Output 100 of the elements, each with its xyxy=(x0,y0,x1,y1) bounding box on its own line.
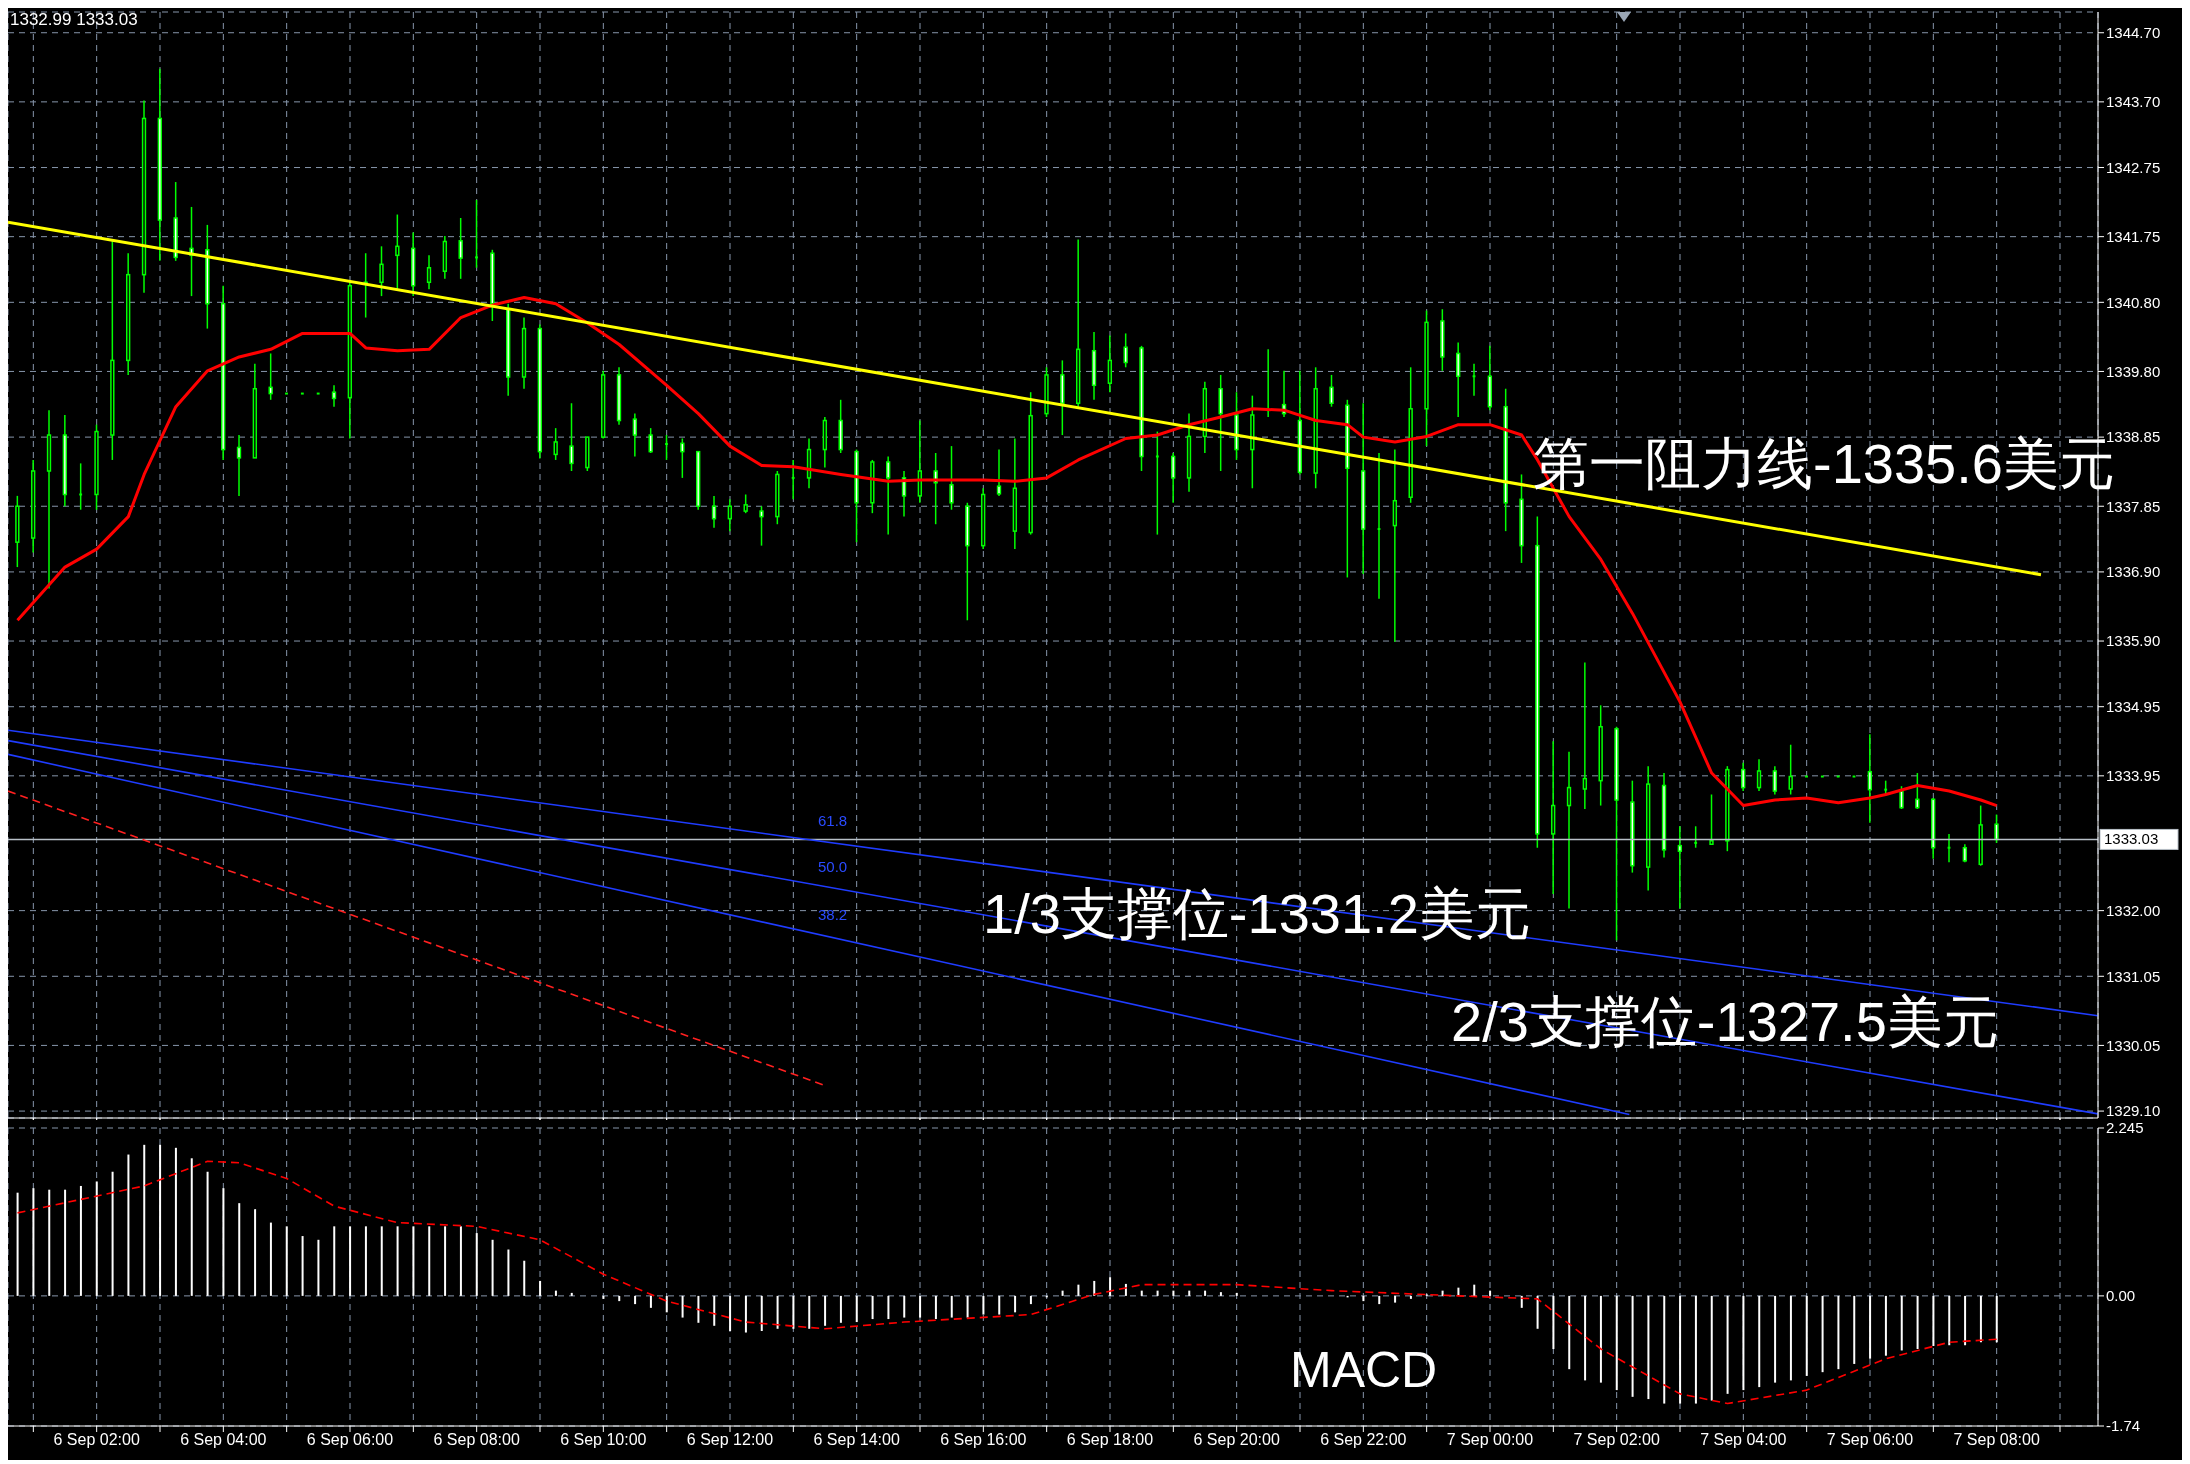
bar xyxy=(1599,1295,1602,1383)
bar xyxy=(190,1158,193,1296)
bar xyxy=(649,1295,652,1308)
bar xyxy=(364,1226,367,1296)
bar xyxy=(285,1226,288,1296)
bar xyxy=(1140,1290,1143,1296)
bar xyxy=(1979,1295,1982,1343)
bar xyxy=(1188,1290,1191,1296)
x-tick-label: 6 Sep 14:00 xyxy=(813,1431,900,1449)
candlestick xyxy=(1329,374,1334,408)
bar xyxy=(412,1226,415,1296)
x-tick-label: 6 Sep 02:00 xyxy=(53,1431,140,1449)
bar xyxy=(238,1203,241,1296)
bar xyxy=(1774,1295,1777,1383)
bar xyxy=(1378,1295,1381,1305)
bar xyxy=(333,1226,336,1296)
bar xyxy=(539,1280,542,1296)
candlestick xyxy=(268,352,273,401)
bar xyxy=(713,1295,716,1326)
candlestick xyxy=(1677,825,1683,910)
candlestick xyxy=(379,245,384,297)
bar xyxy=(32,1188,35,1296)
bar xyxy=(475,1233,478,1296)
bar xyxy=(159,1144,162,1296)
candlestick xyxy=(743,493,748,514)
y-tick-label: 1334.95 xyxy=(2106,698,2161,716)
bar xyxy=(1061,1290,1064,1296)
bar xyxy=(1235,1292,1238,1296)
y-tick-label: 1343.70 xyxy=(2106,93,2161,111)
bar xyxy=(618,1295,621,1302)
bar xyxy=(1869,1295,1872,1359)
candlestick xyxy=(474,199,479,269)
bar xyxy=(839,1295,842,1323)
x-tick-label: 6 Sep 04:00 xyxy=(180,1431,267,1449)
bar xyxy=(317,1239,320,1296)
candlestick xyxy=(236,434,242,497)
bar xyxy=(1789,1295,1792,1381)
candlestick xyxy=(1107,334,1113,393)
bar xyxy=(380,1226,383,1296)
bar xyxy=(966,1295,969,1318)
bar xyxy=(95,1181,98,1296)
bar xyxy=(1029,1295,1032,1305)
candlestick xyxy=(727,498,733,532)
x-tick-label: 6 Sep 20:00 xyxy=(1193,1431,1280,1449)
bar xyxy=(1219,1292,1222,1296)
bar xyxy=(1172,1290,1175,1296)
bar xyxy=(111,1171,114,1296)
ref-line-label: 1333.03 xyxy=(2104,830,2159,848)
candlestick xyxy=(711,495,717,529)
bar xyxy=(570,1292,573,1296)
x-tick-label: 6 Sep 06:00 xyxy=(306,1431,394,1449)
candlestick xyxy=(680,437,685,479)
bar xyxy=(1995,1295,1998,1343)
candlestick xyxy=(1994,813,1999,844)
bar xyxy=(934,1295,937,1320)
candlestick xyxy=(1915,772,1920,810)
bar xyxy=(1679,1295,1682,1404)
bar xyxy=(444,1226,447,1296)
bar xyxy=(1932,1295,1935,1346)
bar xyxy=(1884,1295,1887,1356)
bar xyxy=(1489,1290,1492,1296)
x-tick-label: 6 Sep 12:00 xyxy=(686,1431,774,1449)
bar xyxy=(1615,1295,1618,1391)
bar xyxy=(1552,1295,1555,1349)
bar xyxy=(792,1295,795,1329)
bar xyxy=(64,1189,67,1296)
candlestick xyxy=(886,455,891,536)
bar xyxy=(1758,1295,1761,1388)
y-tick-label: 0.00 xyxy=(2106,1287,2136,1305)
bar xyxy=(1156,1290,1159,1296)
bar xyxy=(776,1295,779,1329)
candlestick xyxy=(458,217,463,280)
bar xyxy=(824,1295,827,1326)
bar xyxy=(602,1295,605,1299)
bar xyxy=(269,1222,272,1296)
bar xyxy=(1964,1295,1967,1346)
candlestick xyxy=(949,445,954,511)
bar xyxy=(681,1295,684,1318)
bar xyxy=(887,1295,890,1320)
bar xyxy=(1837,1295,1840,1370)
candlestick xyxy=(1772,765,1778,796)
bar xyxy=(1853,1295,1856,1364)
annotation: 50.0 xyxy=(818,858,848,876)
candlestick xyxy=(1123,332,1128,369)
bar xyxy=(998,1295,1001,1315)
bar xyxy=(1409,1295,1412,1299)
y-tick-label: 1342.75 xyxy=(2106,158,2161,176)
bar xyxy=(634,1295,637,1305)
bar xyxy=(1362,1295,1365,1302)
candlestick xyxy=(1566,750,1572,910)
bar xyxy=(554,1290,557,1296)
y-tick-label: 1344.70 xyxy=(2106,24,2161,42)
y-tick-label: 1333.95 xyxy=(2106,767,2161,785)
bar xyxy=(1568,1295,1571,1370)
bar xyxy=(1536,1295,1539,1329)
candlestick xyxy=(648,427,653,454)
bar xyxy=(174,1147,177,1296)
bar xyxy=(697,1295,700,1323)
bar xyxy=(1647,1295,1650,1400)
candlestick xyxy=(426,254,432,290)
